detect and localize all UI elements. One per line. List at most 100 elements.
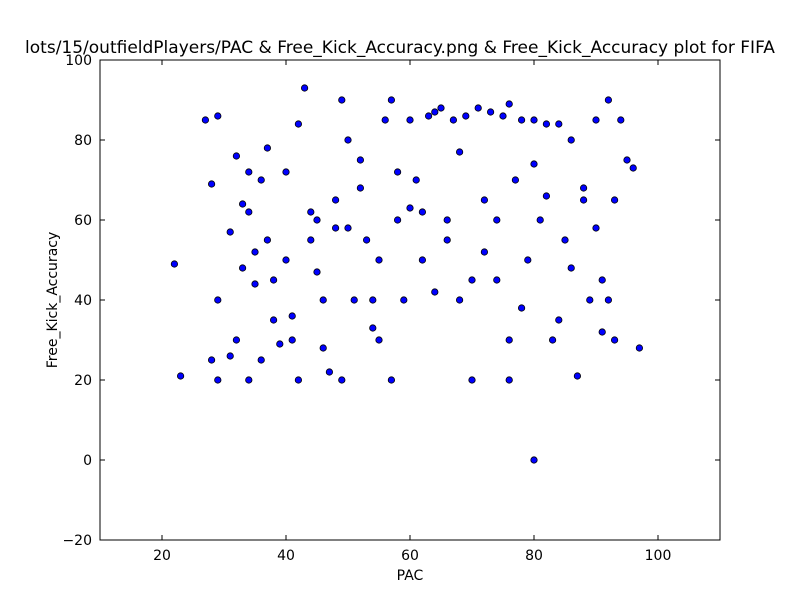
data-point xyxy=(555,316,563,324)
data-point xyxy=(443,216,451,224)
data-point xyxy=(245,376,253,384)
data-point xyxy=(375,256,383,264)
data-point xyxy=(548,336,557,344)
data-point xyxy=(567,136,575,144)
data-point xyxy=(530,160,538,168)
data-point xyxy=(437,104,445,112)
data-point xyxy=(468,276,476,284)
data-point xyxy=(573,372,582,380)
data-point xyxy=(629,164,637,172)
data-point xyxy=(555,120,563,128)
data-point xyxy=(263,144,271,152)
data-point xyxy=(505,100,513,108)
data-point xyxy=(561,236,569,244)
data-point xyxy=(350,296,358,304)
data-point xyxy=(406,116,414,124)
x-tick-label: 100 xyxy=(645,548,672,564)
y-tick-label: 0 xyxy=(83,453,92,469)
data-point xyxy=(208,356,216,364)
data-point xyxy=(393,216,402,224)
data-point xyxy=(623,156,631,164)
data-point xyxy=(524,256,532,264)
data-point xyxy=(245,208,253,216)
data-point xyxy=(598,328,606,336)
data-point xyxy=(530,456,538,464)
chart-title: lots/15/outfieldPlayers/PAC & Free_Kick_… xyxy=(25,38,775,58)
data-point xyxy=(294,120,302,128)
data-point xyxy=(226,352,234,360)
data-point xyxy=(356,184,364,192)
x-axis-label: PAC xyxy=(397,568,424,584)
data-point xyxy=(499,112,507,120)
data-point xyxy=(474,104,482,112)
data-point xyxy=(455,148,464,156)
data-point xyxy=(567,264,575,272)
data-point xyxy=(579,196,588,204)
data-point xyxy=(170,260,178,268)
data-point xyxy=(245,168,253,176)
data-point xyxy=(536,216,544,224)
data-point xyxy=(486,108,495,116)
y-tick-label: 80 xyxy=(74,133,92,149)
data-point xyxy=(214,112,222,120)
y-tick-label: 100 xyxy=(65,53,92,69)
data-point xyxy=(338,376,346,384)
data-point xyxy=(344,136,352,144)
data-point xyxy=(226,228,234,236)
data-point xyxy=(313,216,321,224)
x-tick-label: 20 xyxy=(153,548,171,564)
data-point xyxy=(387,376,395,384)
data-point xyxy=(239,200,247,208)
data-point xyxy=(387,96,395,104)
data-point xyxy=(418,208,426,216)
data-point xyxy=(468,376,476,384)
data-point xyxy=(598,276,606,284)
data-point xyxy=(375,336,383,344)
data-point xyxy=(288,336,296,344)
data-point xyxy=(331,196,340,204)
y-axis-label: Free_Kick_Accuracy xyxy=(45,232,61,369)
data-point xyxy=(493,216,501,224)
data-point xyxy=(418,256,426,264)
x-axis: 20 40 60 80 100 xyxy=(153,60,671,564)
data-point xyxy=(542,192,551,200)
data-point xyxy=(369,324,377,332)
data-point xyxy=(381,116,389,124)
data-point xyxy=(579,184,588,192)
data-point xyxy=(294,376,302,384)
data-point xyxy=(610,196,619,204)
data-point xyxy=(431,108,439,116)
data-point xyxy=(269,276,278,284)
data-point xyxy=(511,176,520,184)
data-point xyxy=(406,204,414,212)
data-point xyxy=(325,368,333,376)
data-point xyxy=(319,344,327,352)
data-point xyxy=(307,236,315,244)
y-axis: −20 0 20 40 60 80 100 xyxy=(62,53,720,549)
data-point xyxy=(592,116,600,124)
data-point xyxy=(412,176,420,184)
data-point xyxy=(257,176,265,184)
data-point xyxy=(424,112,433,120)
data-point xyxy=(269,316,278,324)
data-point xyxy=(208,180,216,188)
x-tick-label: 40 xyxy=(277,548,295,564)
data-point xyxy=(517,116,526,124)
data-point xyxy=(257,356,265,364)
data-point xyxy=(604,296,613,304)
data-point xyxy=(307,208,315,216)
data-point xyxy=(313,268,321,276)
data-point xyxy=(331,224,340,232)
data-point xyxy=(251,280,259,288)
data-point xyxy=(344,224,352,232)
data-point xyxy=(480,196,488,204)
data-point xyxy=(635,344,644,352)
data-point xyxy=(493,276,501,284)
data-point xyxy=(251,248,259,256)
data-point xyxy=(300,84,309,92)
data-point xyxy=(480,248,488,256)
data-point xyxy=(443,236,451,244)
data-point xyxy=(232,152,240,160)
